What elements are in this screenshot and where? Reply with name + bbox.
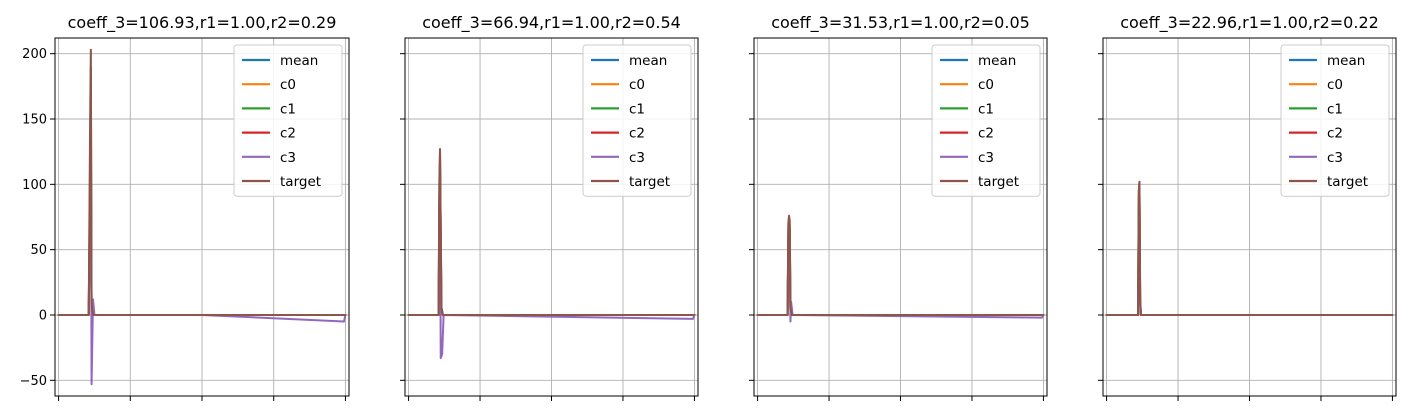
legend-label-c0: c0 <box>629 77 645 93</box>
legend-label-mean: mean <box>629 53 667 69</box>
legend-label-c1: c1 <box>1327 101 1343 117</box>
legend: mean c0 c1 c2 c3 target <box>583 45 691 196</box>
chart-title: coeff_3=66.94,r1=1.00,r2=0.54 <box>422 13 681 33</box>
y-tick-label: 100 <box>22 178 47 193</box>
y-tick-label: 200 <box>22 47 47 62</box>
legend-label-c3: c3 <box>1327 150 1343 166</box>
legend-label-mean: mean <box>1327 53 1365 69</box>
chart-title: coeff_3=106.93,r1=1.00,r2=0.29 <box>68 13 337 33</box>
legend-label-target: target <box>280 174 321 190</box>
y-tick-label: 0 <box>39 308 47 323</box>
chart-title: coeff_3=31.53,r1=1.00,r2=0.05 <box>771 13 1030 33</box>
legend-label-c2: c2 <box>280 126 296 142</box>
chart-title: coeff_3=22.96,r1=1.00,r2=0.22 <box>1120 13 1379 33</box>
legend-label-c0: c0 <box>280 77 296 93</box>
legend-label-target: target <box>1327 174 1368 190</box>
legend: mean c0 c1 c2 c3 target <box>234 45 342 196</box>
y-tick-label: 150 <box>22 113 47 128</box>
legend: mean c0 c1 c2 c3 target <box>932 45 1040 196</box>
legend-label-mean: mean <box>978 53 1016 69</box>
legend-label-c1: c1 <box>629 101 645 117</box>
legend-label-c2: c2 <box>1327 126 1343 142</box>
y-tick-label: 50 <box>30 243 47 258</box>
legend-label-target: target <box>629 174 670 190</box>
legend-label-target: target <box>978 174 1019 190</box>
legend-label-c1: c1 <box>280 101 296 117</box>
y-tick-label: −50 <box>20 374 47 389</box>
legend-label-c0: c0 <box>1327 77 1343 93</box>
legend: mean c0 c1 c2 c3 target <box>1281 45 1389 196</box>
legend-label-mean: mean <box>280 53 318 69</box>
legend-label-c3: c3 <box>280 150 296 166</box>
legend-label-c3: c3 <box>978 150 994 166</box>
legend-label-c0: c0 <box>978 77 994 93</box>
legend-label-c3: c3 <box>629 150 645 166</box>
legend-label-c2: c2 <box>629 126 645 142</box>
subplot-1: −50 0 50 100 150 200 coeff_3=106.93,r1=1.00,r2… <box>20 13 349 401</box>
legend-label-c2: c2 <box>978 126 994 142</box>
legend-label-c1: c1 <box>978 101 994 117</box>
